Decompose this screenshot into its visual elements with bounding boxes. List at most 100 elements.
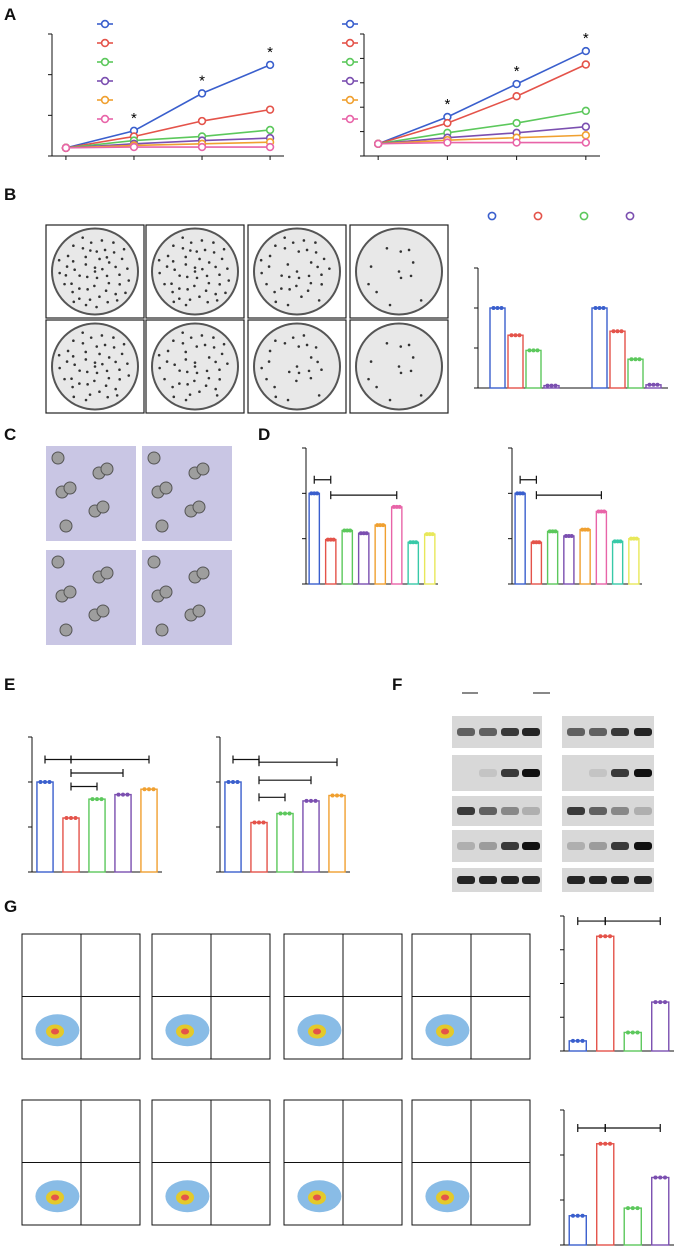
replicate-dot <box>520 491 525 496</box>
replicate-dot <box>647 382 652 387</box>
colony-dot <box>127 374 131 377</box>
colony-dot <box>388 398 392 402</box>
bar-chart-colony <box>474 211 668 389</box>
panel-letter-d: D <box>258 425 270 444</box>
colony-dot <box>375 290 378 294</box>
colony-dot <box>224 291 227 295</box>
colony-dot <box>158 366 161 370</box>
replicate-dot <box>575 1213 580 1218</box>
replicate-dot <box>651 382 656 387</box>
replicate-dot <box>38 780 43 784</box>
colony-dot <box>195 345 199 348</box>
colony-dot <box>93 365 97 368</box>
colony-dot <box>81 236 84 239</box>
bar <box>596 1143 615 1246</box>
replicate-dot <box>342 528 347 533</box>
panel-letter-g: G <box>4 897 17 916</box>
colony-dot <box>207 376 211 380</box>
bar <box>546 530 559 585</box>
replicate-dot <box>599 509 604 514</box>
replicate-dot <box>64 816 69 820</box>
colony-dot <box>98 390 101 394</box>
replicate-dot <box>547 529 552 534</box>
colony-dot <box>205 274 209 278</box>
legend-marker <box>345 57 355 67</box>
band <box>501 728 519 736</box>
colony-dot <box>184 255 188 259</box>
replicate-dot <box>235 780 240 784</box>
replicate-dot <box>553 383 558 388</box>
data-point <box>581 106 591 116</box>
bar <box>628 537 640 585</box>
colony-dot <box>218 283 221 286</box>
colony-dot <box>200 239 204 242</box>
band <box>457 876 475 884</box>
significance-star: * <box>583 30 589 47</box>
bar <box>525 349 542 389</box>
colony-dot <box>78 297 81 300</box>
bar <box>596 935 615 1052</box>
replicate-dot <box>411 540 416 545</box>
replicate-dot <box>598 934 603 939</box>
colony-dot <box>316 265 319 269</box>
colony-dot <box>297 371 301 375</box>
colony-dot <box>287 370 291 374</box>
cell <box>159 585 173 599</box>
colony-dot <box>95 305 98 309</box>
legend-marker <box>579 211 589 221</box>
replicate-dot <box>73 816 78 820</box>
replicate-dot <box>597 306 602 310</box>
colony-dot <box>112 241 115 244</box>
colony-dot <box>184 398 188 402</box>
replicate-dot <box>655 382 660 387</box>
bar <box>623 1031 642 1052</box>
colony-dot <box>309 356 313 359</box>
legend-marker <box>345 95 355 105</box>
data-point <box>512 92 521 101</box>
legend-marker <box>487 211 497 221</box>
colony-dot <box>367 377 370 381</box>
replicate-dot <box>612 539 617 544</box>
data-point <box>512 138 521 147</box>
band <box>567 842 585 850</box>
colony-dot <box>120 352 124 356</box>
colony-dot <box>222 247 226 251</box>
colony-dot <box>369 265 373 268</box>
colony-dot <box>300 295 303 299</box>
colony-dot <box>193 284 196 288</box>
replicate-dot <box>658 1000 663 1005</box>
band <box>567 807 585 815</box>
band <box>457 842 475 850</box>
colony-dot <box>212 336 215 339</box>
colony-dot <box>214 265 217 269</box>
colony-dot <box>320 283 323 286</box>
colony-dot <box>118 368 121 372</box>
colony-dot <box>274 244 277 248</box>
colony-dot <box>78 369 81 372</box>
replicate-dot <box>615 539 620 544</box>
replicate-dot <box>629 357 634 362</box>
cell <box>63 481 77 495</box>
legend-marker <box>100 76 110 86</box>
colony-dot <box>186 383 189 386</box>
colony-dot <box>399 345 403 348</box>
colony-dot <box>260 366 263 370</box>
colony-dot <box>181 331 184 334</box>
bar <box>276 812 294 873</box>
data-point <box>265 60 275 70</box>
data-point <box>581 60 591 69</box>
data-point <box>197 89 207 98</box>
replicate-dot <box>309 491 314 496</box>
replicate-dot <box>570 1038 575 1043</box>
colony-dot <box>302 334 306 337</box>
bar <box>507 334 524 389</box>
colony-dot <box>72 300 76 304</box>
colony-dot <box>375 385 378 389</box>
replicate-dot <box>518 491 523 496</box>
band <box>479 769 497 777</box>
colony-dot <box>188 298 192 301</box>
series-line <box>378 134 586 145</box>
bar <box>489 307 506 389</box>
colony-dot <box>322 257 326 261</box>
colony-dot <box>397 270 401 273</box>
